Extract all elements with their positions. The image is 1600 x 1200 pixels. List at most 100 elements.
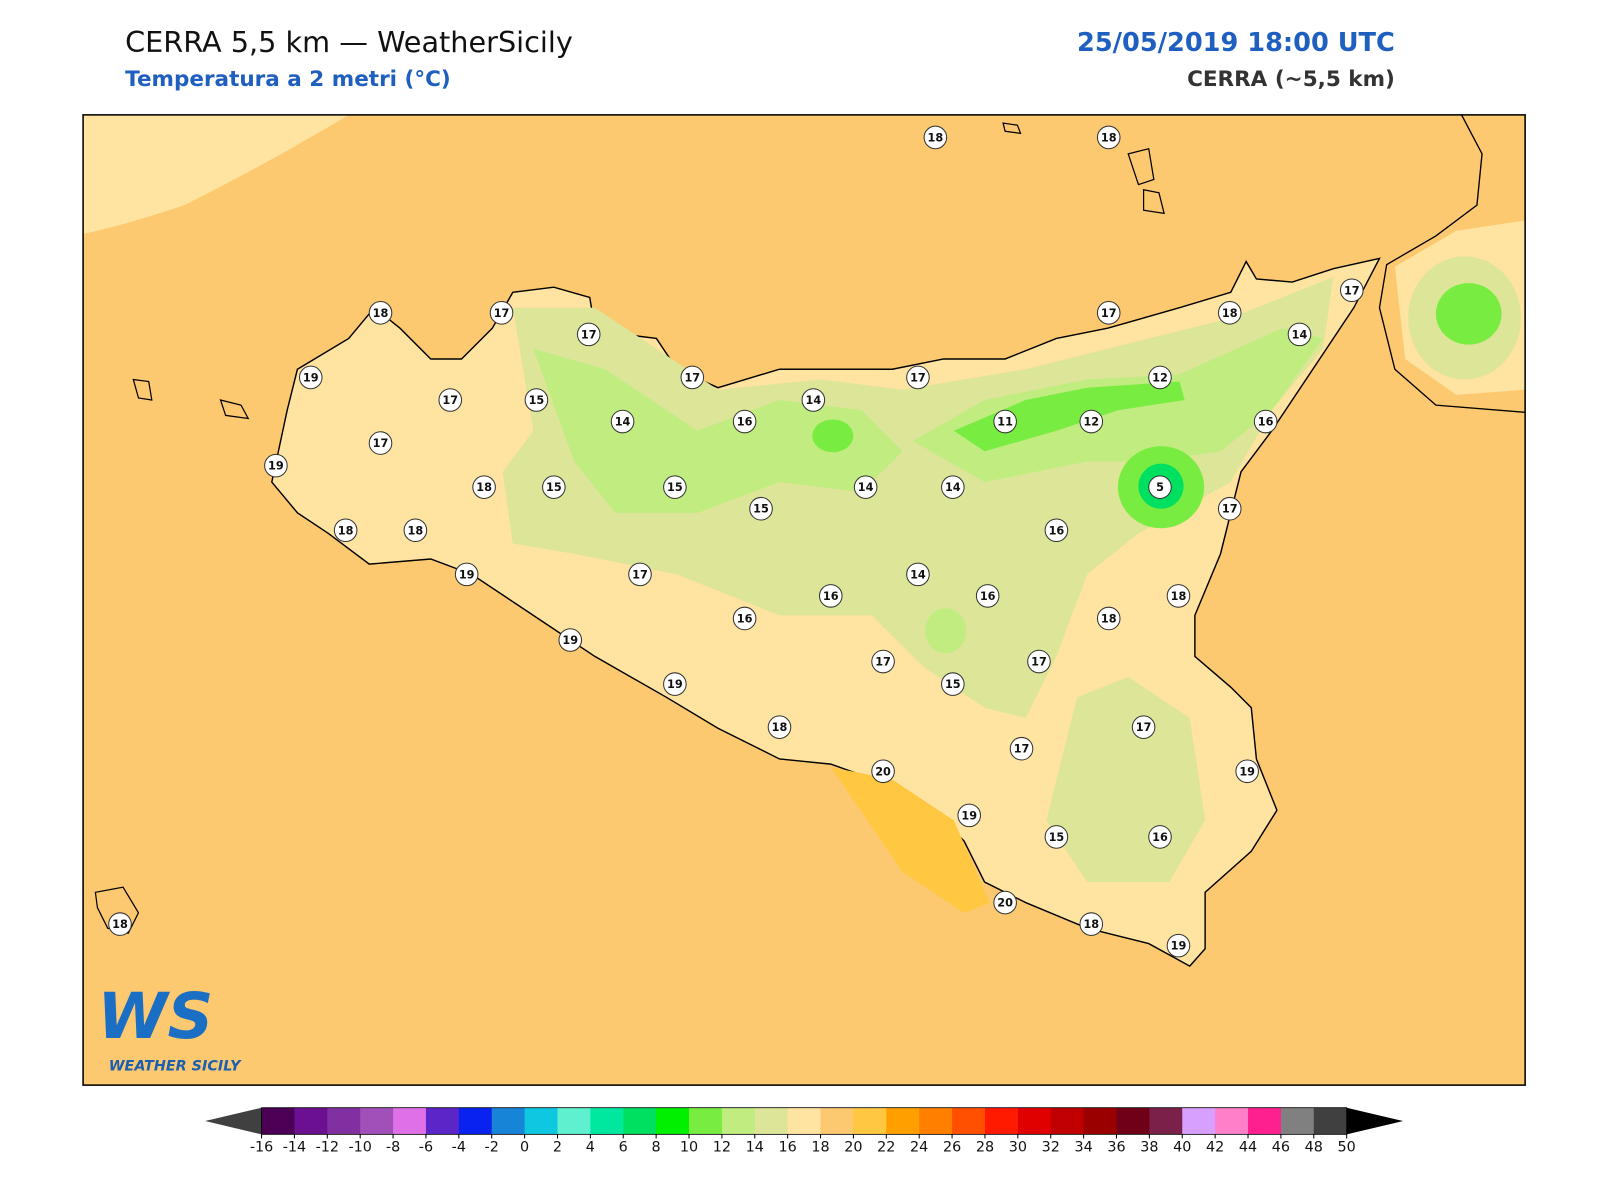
station-value: 19 (303, 371, 319, 384)
station-marker (663, 475, 687, 499)
station-value: 18 (338, 524, 354, 537)
station-value: 19 (667, 678, 683, 691)
station-marker (1148, 825, 1172, 849)
colorbar-bin (1215, 1107, 1249, 1135)
station-value: 17 (875, 656, 891, 669)
logo-name: WEATHER SICILY (109, 1059, 242, 1075)
colorbar-tick-label: 30 (1009, 1140, 1027, 1156)
colorbar-bin (557, 1107, 591, 1135)
colorbar-tick-label: 28 (976, 1140, 994, 1156)
station-value: 19 (1171, 940, 1187, 953)
station-value: 14 (945, 481, 961, 494)
station-marker (108, 912, 132, 936)
station-marker (1096, 125, 1121, 150)
station-marker (472, 475, 496, 499)
station-value: 17 (1101, 307, 1117, 320)
station-marker (1027, 649, 1051, 674)
colorbar-bin (952, 1107, 986, 1135)
station-marker (663, 672, 687, 696)
station-marker (610, 409, 635, 434)
colorbar-tick-label: -10 (348, 1140, 371, 1156)
field-area (925, 608, 967, 654)
station-value: 16 (1152, 831, 1168, 844)
station-marker (871, 649, 895, 674)
station-value: 15 (529, 394, 545, 407)
station-marker (993, 409, 1017, 434)
colorbar-tick-label: -8 (386, 1140, 400, 1156)
colorbar-tick-label: 20 (844, 1140, 862, 1156)
island (94, 122, 1165, 935)
station-value: 19 (268, 460, 284, 473)
colorbar: -16 -14 -12 -10 -8 -6 -4 -2 0 2 4 6 8 10 12 14 16 18 20 22 2… (205, 1107, 1404, 1156)
station-marker (1287, 322, 1312, 347)
colorbar-bin (886, 1107, 920, 1135)
station-value: 17 (494, 307, 510, 320)
station-value: 17 (1136, 721, 1152, 734)
station-marker (853, 475, 878, 499)
colorbar-bin (623, 1107, 657, 1135)
station-marker (524, 388, 549, 412)
colorbar-bin (294, 1107, 328, 1135)
station-value: 15 (667, 481, 683, 494)
station-marker (1079, 409, 1104, 434)
field-area (830, 767, 990, 913)
station-value: 14 (805, 394, 821, 407)
station-marker (680, 365, 705, 390)
station-value: 16 (980, 590, 996, 603)
colorbar-bin (984, 1107, 1019, 1135)
station-value: 17 (684, 371, 700, 384)
station-value: 18 (1171, 590, 1187, 603)
station-value: 17 (442, 394, 458, 407)
colorbar-bin (754, 1107, 789, 1135)
field-area (533, 348, 903, 513)
station-marker (1166, 584, 1191, 608)
station-marker (1044, 825, 1069, 849)
station-value: 15 (945, 678, 961, 691)
station-value: 17 (373, 437, 389, 450)
colorbar-bin (1083, 1107, 1118, 1135)
station-value: 19 (1239, 765, 1255, 778)
colorbar-tick-label: 6 (619, 1140, 628, 1156)
colorbar-bin (820, 1107, 854, 1135)
station-marker (576, 322, 601, 347)
station-marker (1217, 301, 1242, 325)
field-area (953, 381, 1185, 452)
station-value: 20 (875, 765, 891, 778)
station-marker (264, 453, 288, 478)
colorbar-bin (721, 1107, 756, 1135)
station-marker (1009, 736, 1034, 761)
colorbar-bin (327, 1107, 361, 1135)
colorbar-tick-label: 8 (652, 1140, 661, 1156)
station-value: 18 (373, 307, 389, 320)
colorbar-tick-label: 12 (713, 1140, 731, 1156)
colorbar-bin (393, 1107, 427, 1135)
station-value: 18 (1101, 131, 1117, 144)
colorbar-tick-label: 46 (1272, 1140, 1290, 1156)
station-marker (438, 388, 463, 412)
colorbar-tick-label: 42 (1206, 1140, 1224, 1156)
station-value: 17 (1344, 284, 1360, 297)
station-marker (368, 431, 393, 455)
station-value: 19 (459, 568, 475, 581)
station-marker (403, 518, 428, 543)
colorbar-tick-label: 36 (1107, 1140, 1125, 1156)
station-value: 14 (910, 568, 926, 581)
station-marker (801, 388, 826, 412)
colorbar-bin (853, 1107, 887, 1135)
station-value: 12 (1083, 416, 1099, 429)
colorbar-tick-label: 50 (1338, 1140, 1356, 1156)
station-value: 14 (1292, 328, 1308, 341)
station-marker (628, 562, 652, 587)
colorbar-bin (1280, 1107, 1315, 1135)
station-marker (1339, 278, 1364, 303)
station-marker (298, 365, 323, 390)
station-marker (1131, 715, 1156, 739)
station-marker (542, 475, 566, 499)
stations: 18 18 18 17 17 17 18 17 14 19 17 15 14 17 16 14 17 11 12 12… (108, 125, 1364, 958)
station-marker (923, 125, 948, 150)
station-value: 18 (476, 481, 492, 494)
station-marker (906, 365, 930, 390)
colorbar-frame (261, 1107, 1348, 1135)
colorbar-tick-label: 44 (1239, 1140, 1257, 1156)
colorbar-bin (425, 1107, 460, 1135)
